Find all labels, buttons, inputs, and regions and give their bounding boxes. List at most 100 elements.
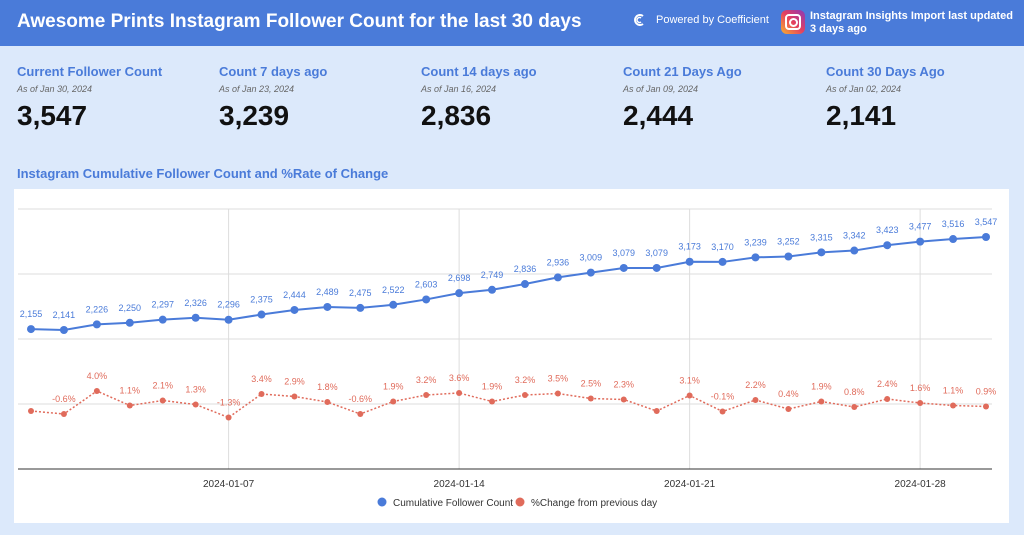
pct-change-point[interactable] [950,402,957,409]
follower-count-point[interactable] [586,268,595,277]
pct-change-point[interactable] [818,398,825,405]
pct-change-point[interactable] [60,411,67,417]
follower-count-point[interactable] [685,257,694,266]
follower-count-label: 3,170 [711,242,734,252]
pct-change-point[interactable] [126,402,133,409]
follower-count-label: 2,226 [86,304,109,314]
follower-count-point[interactable] [92,320,101,329]
follower-count-point[interactable] [520,280,529,289]
pct-change-point[interactable] [258,391,265,397]
follower-count-label: 3,079 [645,248,668,258]
pct-change-point[interactable] [983,403,989,410]
kpi-date: As of Jan 23, 2024 [219,84,295,94]
follower-count-point[interactable] [191,313,200,322]
header-bar: Awesome Prints Instagram Follower Count … [0,0,1024,46]
instagram-icon [781,10,805,34]
follower-count-point[interactable] [158,315,167,324]
follower-count-point[interactable] [553,273,562,282]
follower-count-point[interactable] [784,252,793,261]
powered-by[interactable]: Powered by Coefficient [632,13,769,27]
pct-change-point[interactable] [785,406,792,412]
pct-change-point[interactable] [489,398,496,405]
x-tick-label: 2024-01-14 [434,479,486,490]
follower-chart[interactable]: 2024-01-07 2024-01-14 2024-01-21 2024-01-28… [14,189,1009,523]
follower-count-point[interactable] [323,302,332,311]
follower-count-label: 2,698 [448,273,471,283]
pct-change-point[interactable] [917,400,924,406]
pct-change-point[interactable] [587,395,594,402]
follower-count-label: 3,252 [777,237,800,247]
follower-count-point[interactable] [883,241,892,250]
legend-marker-followers [377,497,387,507]
pct-change-label: 1.9% [383,382,404,392]
pct-change-label: 3.5% [548,374,569,384]
pct-change-point[interactable] [423,392,430,398]
follower-count-point[interactable] [389,300,398,309]
pct-change-label: -0.1% [711,392,735,402]
follower-count-point[interactable] [850,246,859,255]
pct-change-label: 0.4% [778,389,799,399]
pct-change-point[interactable] [686,392,693,399]
pct-change-point[interactable] [719,408,726,415]
follower-count-label: 3,009 [580,253,603,263]
follower-count-point[interactable] [817,248,826,257]
follower-count-point[interactable] [949,235,958,244]
follower-count-label: 2,936 [547,257,570,267]
kpi-date: As of Jan 09, 2024 [623,84,699,94]
pct-change-point[interactable] [324,399,331,405]
follower-count-label: 2,522 [382,285,405,295]
pct-change-point[interactable] [159,397,166,404]
pct-change-point[interactable] [653,408,660,414]
follower-count-point[interactable] [916,237,925,246]
kpi-date: As of Jan 02, 2024 [826,84,902,94]
follower-count-point[interactable] [125,318,134,327]
pct-change-point[interactable] [225,414,232,421]
kpi-label: Count 7 days ago [219,64,328,79]
pct-change-label: 0.9% [976,387,997,397]
pct-change-point[interactable] [554,390,561,397]
pct-change-label: 2.3% [614,380,635,390]
pct-change-point[interactable] [291,393,298,400]
follower-count-label: 2,444 [283,290,306,300]
follower-count-point[interactable] [652,263,661,272]
pct-change-point[interactable] [884,396,891,402]
x-tick-label: 2024-01-21 [664,479,716,490]
follower-count-point[interactable] [619,263,628,272]
follower-count-point[interactable] [356,303,365,312]
follower-count-point[interactable] [257,310,266,319]
pct-change-point[interactable] [456,390,463,396]
legend-marker-pct [515,497,525,507]
follower-count-point[interactable] [290,305,299,314]
pct-change-point[interactable] [521,392,528,398]
follower-count-label: 2,250 [119,303,142,313]
chart-title: Instagram Cumulative Follower Count and … [17,166,389,181]
kpi-7-days: Count 7 days ago As of Jan 23, 2024 3,23… [219,64,409,132]
kpi-date: As of Jan 30, 2024 [17,84,93,94]
follower-count-point[interactable] [224,315,233,324]
pct-change-point[interactable] [28,408,34,414]
pct-change-point[interactable] [357,411,364,417]
pct-change-label: 1.8% [317,382,338,392]
follower-count-point[interactable] [488,285,497,294]
follower-count-point[interactable] [455,289,464,298]
follower-count-point[interactable] [59,326,68,334]
follower-count-point[interactable] [982,233,990,241]
pct-change-point[interactable] [192,401,199,408]
follower-count-point[interactable] [422,295,431,304]
x-tick-label: 2024-01-28 [895,479,947,490]
pct-change-point[interactable] [752,397,759,403]
pct-change-point[interactable] [620,396,627,403]
pct-change-point[interactable] [390,398,397,405]
kpi-current: Current Follower Count As of Jan 30, 202… [17,64,207,132]
pct-change-label: 1.9% [811,382,832,392]
pct-change-label: 1.3% [185,385,206,395]
follower-count-point[interactable] [27,325,35,334]
pct-change-point[interactable] [93,388,100,394]
follower-count-point[interactable] [751,253,760,262]
follower-count-label: 3,423 [876,225,899,235]
page-title: Awesome Prints Instagram Follower Count … [17,11,582,32]
follower-count-point[interactable] [718,257,727,266]
follower-count-label: 3,079 [612,248,635,258]
pct-change-point[interactable] [851,404,858,410]
pct-change-label: 1.6% [910,383,931,393]
